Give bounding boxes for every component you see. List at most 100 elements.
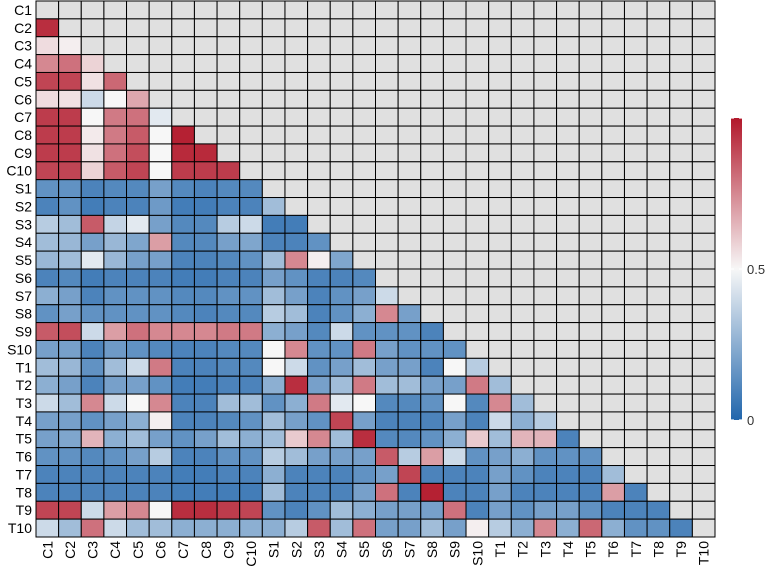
heatmap-cell-T1-T3 xyxy=(533,357,558,377)
heatmap-cell-C6-S3 xyxy=(307,89,331,109)
column-label-S8: S8 xyxy=(424,541,440,558)
heatmap-cell-S4-S8 xyxy=(420,232,444,252)
heatmap-cell-S1-S8 xyxy=(420,179,444,199)
heatmap-cell-T8-T7 xyxy=(623,482,648,502)
heatmap-cell-S9-S9 xyxy=(442,322,467,341)
heatmap-cell-S10-S8 xyxy=(420,339,444,359)
heatmap-cell-C2-T9 xyxy=(669,18,693,38)
heatmap-cell-S4-S10 xyxy=(465,232,490,252)
heatmap-cell-S3-C8 xyxy=(193,214,218,234)
heatmap-cell-T1-C7 xyxy=(171,357,195,377)
heatmap-cell-C7-S2 xyxy=(284,107,309,127)
heatmap-cell-T3-C6 xyxy=(148,393,173,413)
heatmap-cell-S2-C6 xyxy=(148,197,173,216)
heatmap-cell-S6-S7 xyxy=(397,268,422,288)
heatmap-cell-S6-C7 xyxy=(171,268,195,288)
heatmap-cell-S5-T4 xyxy=(556,250,580,270)
heatmap-cell-C6-T7 xyxy=(623,89,648,109)
heatmap-cell-S4-T3 xyxy=(533,232,558,252)
heatmap-cell-T10-S6 xyxy=(375,518,399,538)
heatmap-cell-C9-C9 xyxy=(216,143,241,163)
heatmap-cell-T10-C7 xyxy=(171,518,195,538)
heatmap-cell-T5-S6 xyxy=(375,429,399,449)
heatmap-cell-T1-T8 xyxy=(646,357,671,377)
heatmap-cell-T8-S2 xyxy=(284,482,309,502)
heatmap-cell-S10-T2 xyxy=(510,339,535,359)
heatmap-cell-C5-C5 xyxy=(126,71,150,91)
heatmap-cell-T4-C2 xyxy=(58,411,82,431)
heatmap-cell-C1-C3 xyxy=(80,0,105,20)
heatmap-cell-T5-C6 xyxy=(148,429,173,449)
heatmap-cell-T9-S8 xyxy=(420,500,444,520)
heatmap-cell-S9-S7 xyxy=(397,322,422,341)
heatmap-cell-C2-S7 xyxy=(397,18,422,38)
heatmap-cell-S7-S3 xyxy=(307,286,331,306)
heatmap-cell-C3-C9 xyxy=(216,36,241,56)
row-label-S7: S7 xyxy=(15,288,32,304)
heatmap-cell-C7-S7 xyxy=(397,107,422,127)
heatmap-cell-S9-T8 xyxy=(646,322,671,341)
heatmap-cell-S10-C10 xyxy=(239,339,263,359)
heatmap-cell-T5-C2 xyxy=(58,429,82,449)
heatmap-cell-C6-T4 xyxy=(556,89,580,109)
heatmap-cell-C7-S8 xyxy=(420,107,444,127)
heatmap-cell-C6-C5 xyxy=(126,89,150,109)
heatmap-cell-T4-S8 xyxy=(420,411,444,431)
heatmap-cell-S8-T3 xyxy=(533,304,558,324)
heatmap-cell-C3-T8 xyxy=(646,36,671,56)
heatmap-cell-C4-T4 xyxy=(556,54,580,73)
heatmap-cell-T4-T10 xyxy=(691,411,716,431)
heatmap-cell-C10-C6 xyxy=(148,161,173,181)
heatmap-cell-S4-C1 xyxy=(35,232,60,252)
heatmap-cell-T4-S4 xyxy=(329,411,354,431)
heatmap-cell-S4-T9 xyxy=(669,232,693,252)
heatmap-cell-C1-T5 xyxy=(578,0,603,20)
heatmap-cell-S4-T7 xyxy=(623,232,648,252)
column-labels: C1 C2 C3 C4 C5 C6 C7 C8 C9 C10 S1 S2 S3 S4 S5 S6 S7 S8 S9 S… xyxy=(39,541,711,567)
heatmap-cell-T5-T10 xyxy=(691,429,716,449)
heatmap-cell-S6-T7 xyxy=(623,268,648,288)
heatmap-cell-T7-T5 xyxy=(578,465,603,484)
heatmap-cell-C4-T9 xyxy=(669,54,693,73)
column-label-C8: C8 xyxy=(198,541,214,559)
heatmap-cell-T10-C9 xyxy=(216,518,241,538)
heatmap-cell-T8-S1 xyxy=(261,482,286,502)
heatmap-cell-T1-T5 xyxy=(578,357,603,377)
heatmap-cell-T9-S4 xyxy=(329,500,354,520)
heatmap-cell-C7-C8 xyxy=(193,107,218,127)
heatmap-cell-T10-T3 xyxy=(533,518,558,538)
heatmap-cell-S3-S3 xyxy=(307,214,331,234)
heatmap-cell-S9-T6 xyxy=(601,322,625,341)
heatmap-cell-C2-C3 xyxy=(80,18,105,38)
heatmap-cell-T6-T6 xyxy=(601,447,625,467)
heatmap-cell-C2-C2 xyxy=(58,18,82,38)
heatmap-cell-S2-C1 xyxy=(35,197,60,216)
heatmap-cell-S10-C7 xyxy=(171,339,195,359)
heatmap-cell-T4-T5 xyxy=(578,411,603,431)
heatmap-cell-C7-C6 xyxy=(148,107,173,127)
heatmap-cell-C8-T3 xyxy=(533,125,558,145)
heatmap-cell-T3-C10 xyxy=(239,393,263,413)
heatmap-cell-T7-T2 xyxy=(510,465,535,484)
heatmap-cell-C2-C9 xyxy=(216,18,241,38)
heatmap-cell-S5-C10 xyxy=(239,250,263,270)
heatmap-cell-T8-T10 xyxy=(691,482,716,502)
heatmap-cell-T4-S5 xyxy=(352,411,376,431)
heatmap-cell-S8-S5 xyxy=(352,304,376,324)
heatmap-cell-S10-S1 xyxy=(261,339,286,359)
heatmap-cell-T7-C9 xyxy=(216,465,241,484)
heatmap-cell-T7-C4 xyxy=(103,465,128,484)
heatmap-cell-C7-T10 xyxy=(691,107,716,127)
heatmap-cell-C5-S4 xyxy=(329,71,354,91)
heatmap-cell-T3-C7 xyxy=(171,393,195,413)
heatmap-cell-S8-S3 xyxy=(307,304,331,324)
heatmap-cell-S10-S2 xyxy=(284,339,309,359)
heatmap-cell-T1-S1 xyxy=(261,357,286,377)
heatmap-cell-T2-S2 xyxy=(284,375,309,395)
heatmap-cell-S3-C10 xyxy=(239,214,263,234)
heatmap-cell-C7-T9 xyxy=(669,107,693,127)
heatmap-cell-T10-T1 xyxy=(488,518,512,538)
heatmap-cell-T5-T1 xyxy=(488,429,512,449)
heatmap-cell-T4-S1 xyxy=(261,411,286,431)
heatmap-cell-C3-T7 xyxy=(623,36,648,56)
